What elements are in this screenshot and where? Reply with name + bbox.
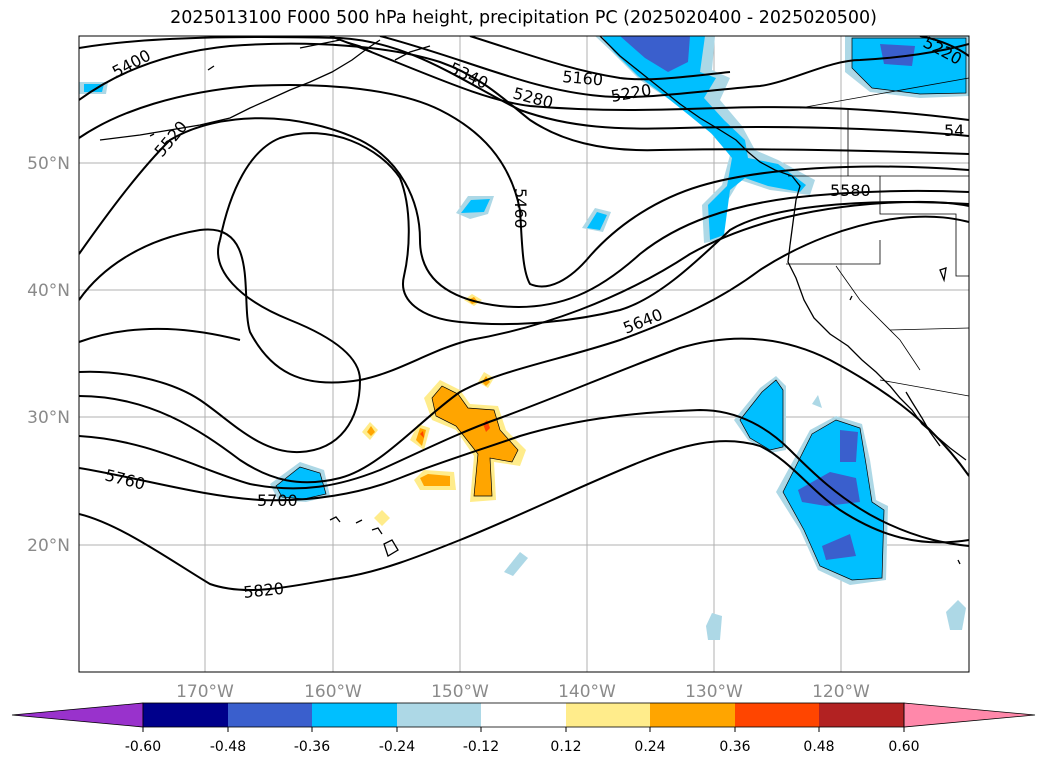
colorbar-box [397, 703, 481, 727]
contour-5400 [79, 42, 969, 155]
colorbar-tick-label: -0.12 [463, 739, 499, 755]
colorbar-over-extension [903, 702, 1036, 728]
colorbar-ticks [142, 727, 905, 732]
colorbar-tick-labels: -0.60 -0.48 -0.36 -0.24 -0.12 0.12 0.24 … [125, 739, 920, 755]
colorbar-tick-label: -0.48 [210, 739, 246, 755]
contour-5340 [79, 36, 969, 137]
contour-5220 [379, 36, 969, 99]
lon-label-150w: 150°W [431, 682, 489, 702]
colorbar-tick-label: 0.12 [550, 739, 581, 755]
colorbar-box [650, 703, 735, 727]
colorbar-box [819, 703, 904, 727]
colorbar-under-extension [11, 702, 144, 728]
height-contours [79, 36, 969, 591]
contour-5520-inner [219, 132, 969, 326]
contour-5220-ne [919, 36, 969, 57]
latitude-labels: 50°N 40°N 30°N 20°N [27, 154, 70, 556]
contour-label-5700: 5700 [257, 491, 298, 510]
colorbar-tick-label: 0.24 [634, 739, 665, 755]
contour-5160 [469, 36, 731, 81]
lon-label-140w: 140°W [558, 682, 616, 702]
colorbar-tick-label: -0.24 [379, 739, 415, 755]
contour-5580-loop [79, 239, 362, 454]
colorbar-box [481, 703, 566, 727]
contour-5580 [79, 200, 969, 384]
lon-label-170w: 170°W [176, 682, 234, 702]
contour-5820 [79, 440, 969, 591]
lat-label-20n: 20°N [27, 536, 70, 556]
colorbar-box [566, 703, 650, 727]
colorbar-box [143, 703, 228, 727]
colorbar-box [312, 703, 397, 727]
contour-label-54-right: 54 [944, 121, 964, 140]
lat-label-50n: 50°N [27, 154, 70, 174]
coastlines [99, 36, 969, 565]
contour-5640 [79, 327, 241, 343]
precip-outlines [275, 37, 967, 581]
contour-5700 [79, 337, 969, 490]
colorbar-tick-label: 0.36 [719, 739, 750, 755]
lat-label-40n: 40°N [27, 281, 70, 301]
contour-label-5460: 5460 [511, 188, 530, 229]
map-frame [78, 35, 970, 673]
colorbar: -0.60 -0.48 -0.36 -0.24 -0.12 0.12 0.24 … [11, 702, 1036, 755]
colorbar-box [735, 703, 819, 727]
contour-label-5820: 5820 [242, 579, 284, 602]
longitude-labels: 170°W 160°W 150°W 140°W 130°W 120°W [176, 682, 870, 702]
contour-label-5580: 5580 [830, 181, 871, 200]
contour-5460 [79, 84, 969, 288]
contour-5520 [79, 117, 969, 308]
colorbar-tick-label: 0.48 [803, 739, 834, 755]
lon-label-120w: 120°W [812, 682, 870, 702]
colorbar-tick-label: -0.60 [125, 739, 161, 755]
colorbar-box [228, 703, 312, 727]
colorbar-tick-label: 0.60 [888, 739, 919, 755]
lat-label-30n: 30°N [27, 408, 70, 428]
lon-label-130w: 130°W [685, 682, 743, 702]
lon-label-160w: 160°W [304, 682, 362, 702]
contour-5640b [79, 215, 969, 484]
contour-5280 [329, 36, 969, 121]
map-title: 2025013100 F000 500 hPa height, precipit… [170, 8, 877, 28]
colorbar-outline [142, 702, 905, 728]
contour-label-5160: 5160 [562, 67, 604, 89]
contour-5760 [79, 408, 969, 547]
colorbar-tick-label: -0.36 [294, 739, 330, 755]
